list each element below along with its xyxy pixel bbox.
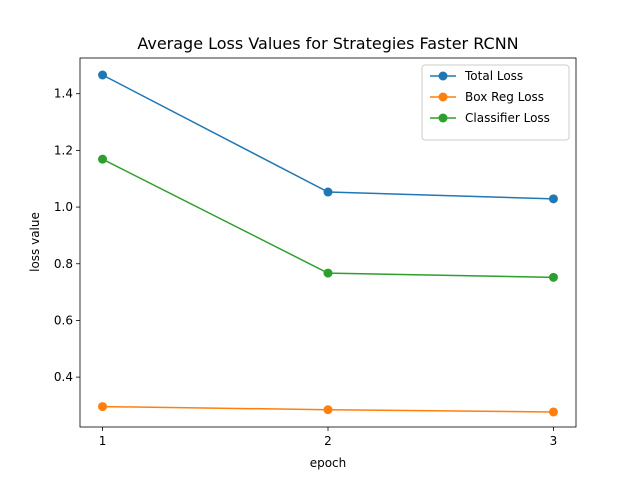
x-axis-ticks: 1 2 3: [99, 427, 558, 448]
plot-area: [79, 57, 577, 428]
legend-box: [421, 64, 570, 141]
y-axis-ticks: 0.4 0.6 0.8 1.0 1.2 1.4: [54, 87, 80, 384]
x-axis-label: epoch: [310, 456, 347, 470]
x-tick-label: 2: [324, 434, 332, 448]
data-point: [98, 154, 108, 164]
data-point: [548, 272, 558, 282]
legend-label: Total Loss: [464, 69, 523, 83]
legend: Total Loss Box Reg Loss Classifier Loss: [421, 64, 570, 141]
x-tick-label: 3: [550, 434, 558, 448]
legend-label: Box Reg Loss: [465, 90, 544, 104]
y-tick-label: 0.8: [54, 257, 73, 271]
data-point: [98, 70, 108, 80]
legend-marker: [438, 113, 448, 123]
data-point: [98, 402, 108, 412]
y-tick-label: 0.6: [54, 313, 73, 327]
legend-label: Classifier Loss: [465, 111, 550, 125]
y-tick-label: 1.4: [54, 87, 73, 101]
legend-marker: [438, 71, 448, 81]
y-tick-label: 1.0: [54, 200, 73, 214]
y-tick-label: 0.4: [54, 370, 73, 384]
data-point: [323, 187, 333, 197]
data-point: [323, 405, 333, 415]
data-point: [548, 407, 558, 417]
data-point: [323, 268, 333, 278]
chart-title: Average Loss Values for Strategies Faste…: [137, 34, 518, 53]
series-line-3: [102, 158, 554, 279]
y-axis-label: loss value: [28, 212, 42, 272]
data-point: [548, 194, 558, 204]
legend-marker: [438, 92, 448, 102]
x-tick-label: 1: [99, 434, 107, 448]
y-tick-label: 1.2: [54, 143, 73, 157]
